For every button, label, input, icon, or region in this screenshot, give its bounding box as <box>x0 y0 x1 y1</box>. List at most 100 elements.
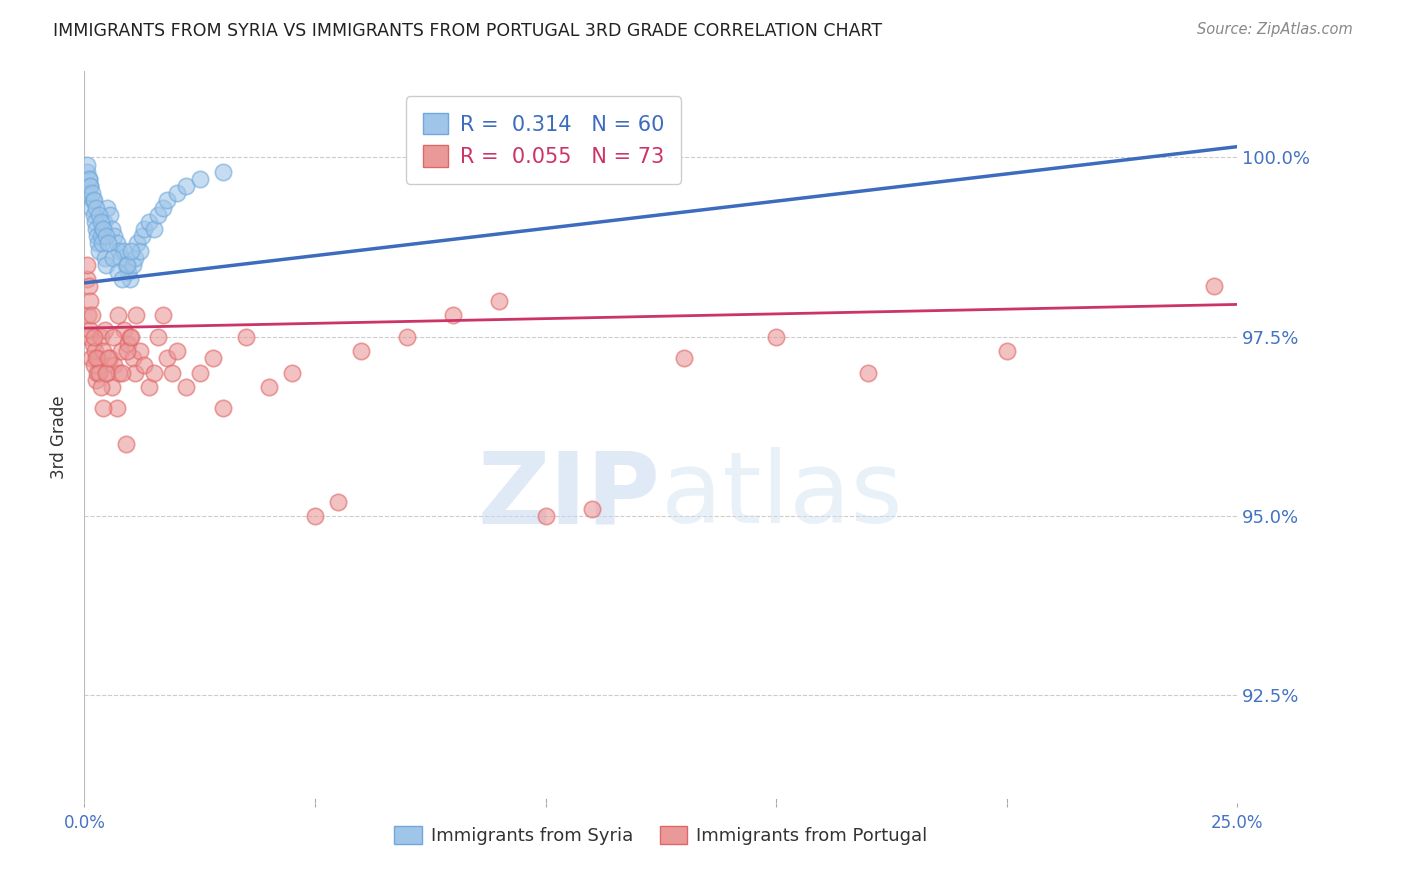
Point <box>96 366 118 380</box>
Point <box>94 366 117 380</box>
Point <box>107 265 129 279</box>
Text: atlas: atlas <box>661 447 903 544</box>
Point <box>174 179 197 194</box>
Point <box>82 186 104 201</box>
Point <box>98 208 121 222</box>
Text: Source: ZipAtlas.com: Source: ZipAtlas.com <box>1197 22 1353 37</box>
Point <box>146 329 169 343</box>
Point <box>160 366 183 380</box>
Point <box>534 508 557 523</box>
Point <box>188 366 211 380</box>
Point <box>91 344 114 359</box>
Point <box>83 344 105 359</box>
Point <box>79 322 101 336</box>
Point <box>82 194 104 208</box>
Point <box>174 380 197 394</box>
Point <box>84 222 107 236</box>
Point <box>77 186 100 201</box>
Point <box>166 344 188 359</box>
Point <box>77 329 100 343</box>
Point <box>188 172 211 186</box>
Point <box>87 244 110 258</box>
Point <box>107 308 129 322</box>
Point <box>211 165 233 179</box>
Point <box>120 272 142 286</box>
Point <box>115 437 138 451</box>
Point <box>83 215 105 229</box>
Point <box>87 351 110 366</box>
Point <box>101 329 124 343</box>
Point <box>83 329 105 343</box>
Point <box>94 229 117 244</box>
Text: IMMIGRANTS FROM SYRIA VS IMMIGRANTS FROM PORTUGAL 3RD GRADE CORRELATION CHART: IMMIGRANTS FROM SYRIA VS IMMIGRANTS FROM… <box>53 22 883 40</box>
Point <box>152 308 174 322</box>
Point <box>96 201 118 215</box>
Point <box>124 251 146 265</box>
Point <box>121 351 143 366</box>
Point <box>76 258 98 272</box>
Point <box>202 351 225 366</box>
Point <box>79 179 101 194</box>
Point <box>84 373 107 387</box>
Point <box>79 293 101 308</box>
Point <box>120 329 142 343</box>
Point <box>76 272 98 286</box>
Point <box>103 359 125 373</box>
Point <box>76 165 98 179</box>
Point <box>94 322 117 336</box>
Point <box>488 293 510 308</box>
Point <box>110 344 132 359</box>
Point <box>91 222 114 236</box>
Point <box>91 222 114 236</box>
Point <box>105 236 128 251</box>
Text: ZIP: ZIP <box>478 447 661 544</box>
Point <box>131 229 153 244</box>
Point <box>326 494 349 508</box>
Legend: Immigrants from Syria, Immigrants from Portugal: Immigrants from Syria, Immigrants from P… <box>387 819 935 852</box>
Point <box>96 258 118 272</box>
Point <box>281 366 304 380</box>
Point <box>87 236 110 251</box>
Point <box>82 336 104 351</box>
Point <box>101 251 124 265</box>
Point <box>396 329 419 343</box>
Point <box>156 194 179 208</box>
Point <box>108 366 131 380</box>
Point <box>128 244 150 258</box>
Point <box>134 359 156 373</box>
Point <box>441 308 464 322</box>
Point <box>87 366 110 380</box>
Point <box>91 401 114 416</box>
Point <box>125 308 148 322</box>
Point <box>350 344 373 359</box>
Y-axis label: 3rd Grade: 3rd Grade <box>51 395 69 479</box>
Point <box>86 366 108 380</box>
Point <box>858 366 880 380</box>
Point <box>134 222 156 236</box>
Point <box>80 201 103 215</box>
Point <box>97 351 120 366</box>
Point <box>82 308 104 322</box>
Point <box>304 508 326 523</box>
Point <box>120 329 142 343</box>
Point <box>98 351 121 366</box>
Point <box>138 215 160 229</box>
Point <box>112 244 135 258</box>
Point <box>121 258 143 272</box>
Point <box>138 380 160 394</box>
Point <box>101 222 124 236</box>
Point <box>672 351 695 366</box>
Point <box>83 359 105 373</box>
Point <box>156 351 179 366</box>
Point <box>166 186 188 201</box>
Point <box>93 215 115 229</box>
Point <box>97 236 120 251</box>
Point <box>94 251 117 265</box>
Point <box>115 258 138 272</box>
Point <box>124 366 146 380</box>
Point <box>79 179 101 194</box>
Point <box>142 222 165 236</box>
Point <box>146 208 169 222</box>
Point <box>120 244 142 258</box>
Point <box>90 380 112 394</box>
